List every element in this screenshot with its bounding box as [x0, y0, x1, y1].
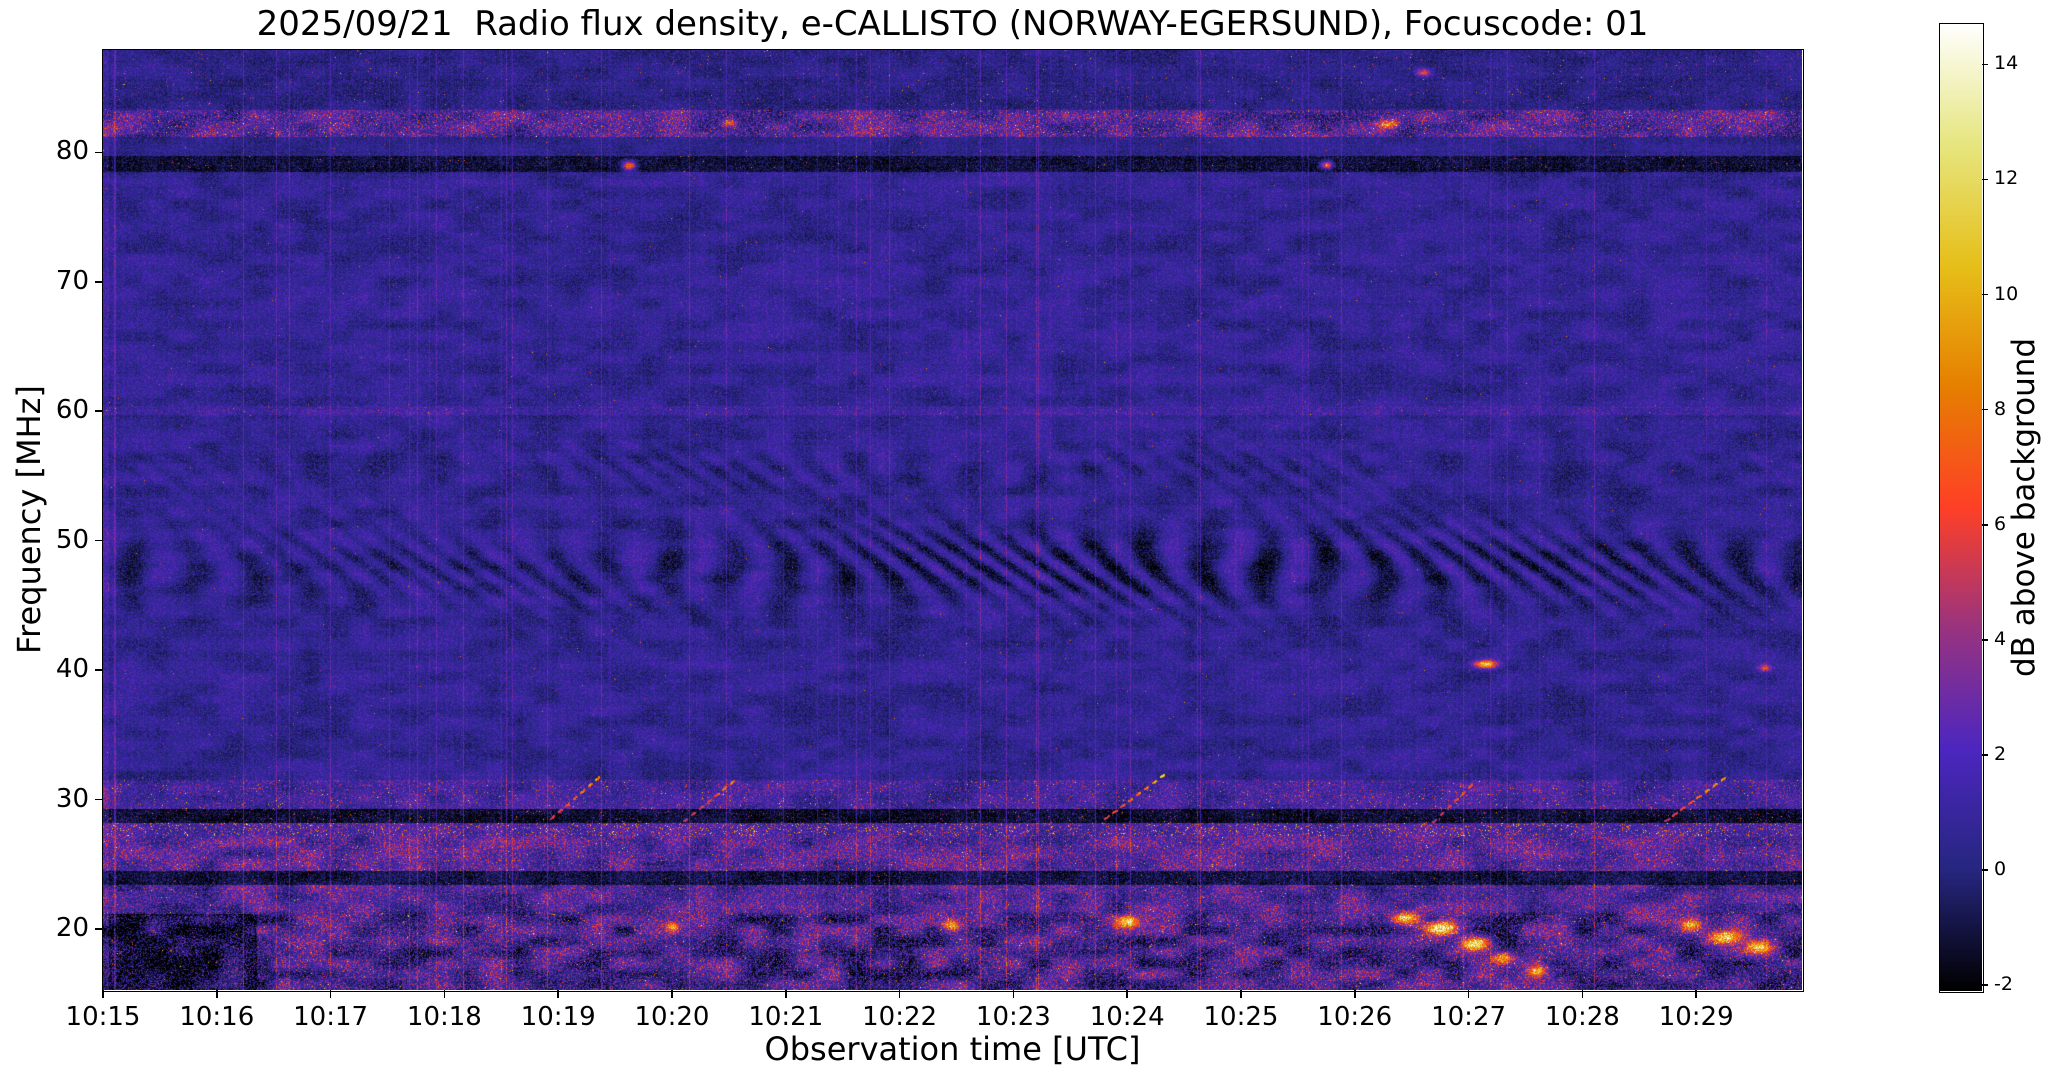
y-tick-label: 30	[55, 783, 89, 814]
colorbar-tick-label: 0	[1994, 858, 2007, 881]
x-tick-label: 10:17	[293, 1002, 369, 1032]
x-tick-label: 10:18	[406, 1002, 482, 1032]
spectrogram-canvas	[103, 50, 1802, 990]
colorbar-tick-mark	[1982, 869, 1988, 871]
x-axis-label: Observation time [UTC]	[764, 1030, 1141, 1068]
y-tick-mark	[95, 151, 103, 154]
x-tick-mark	[671, 990, 673, 998]
x-tick-mark	[443, 990, 446, 998]
x-tick-mark	[557, 990, 559, 998]
y-tick-label: 60	[55, 395, 89, 426]
x-tick-mark	[102, 990, 104, 998]
y-tick-mark	[95, 281, 103, 283]
y-tick-mark	[95, 539, 103, 542]
x-tick-mark	[1581, 990, 1584, 998]
colorbar-tick-mark	[1982, 178, 1988, 181]
y-tick-label: 70	[55, 265, 89, 296]
y-tick-mark	[95, 410, 103, 412]
colorbar-tick-mark	[1982, 639, 1988, 641]
y-axis-label: Frequency [MHz]	[10, 385, 48, 655]
x-tick-label: 10:25	[1203, 1002, 1279, 1032]
colorbar-tick-mark	[1982, 524, 1988, 526]
colorbar-tick-label: -2	[1994, 973, 2013, 996]
colorbar-tick-label: 12	[1994, 167, 2019, 190]
x-tick-label: 10:20	[634, 1002, 710, 1032]
x-tick-label: 10:23	[975, 1002, 1051, 1032]
y-tick-mark	[95, 669, 103, 671]
colorbar-tick-label: 6	[1994, 512, 2007, 535]
x-tick-label: 10:22	[862, 1002, 938, 1032]
colorbar-canvas	[1940, 24, 1982, 991]
x-tick-mark	[1695, 990, 1697, 998]
x-tick-mark	[1354, 990, 1356, 998]
colorbar-tick-mark	[1982, 408, 1988, 411]
colorbar-tick-label: 10	[1994, 282, 2019, 305]
x-tick-label: 10:15	[65, 1002, 141, 1032]
colorbar-tick-label: 2	[1994, 743, 2007, 765]
x-tick-mark	[216, 990, 218, 998]
x-tick-label: 10:24	[1089, 1002, 1165, 1032]
x-tick-mark	[1012, 990, 1015, 998]
y-tick-label: 50	[55, 524, 89, 555]
x-tick-mark	[329, 990, 332, 998]
colorbar-tick-mark	[1982, 754, 1988, 756]
x-tick-mark	[785, 990, 787, 998]
colorbar-label: dB above background	[2006, 337, 2042, 678]
colorbar-tick-mark	[1982, 63, 1988, 66]
x-tick-mark	[1467, 990, 1470, 998]
x-tick-label: 10:21	[748, 1002, 824, 1032]
y-tick-label: 80	[55, 136, 89, 167]
x-tick-label: 10:16	[179, 1002, 255, 1032]
colorbar-tick-label: 4	[1994, 627, 2007, 650]
colorbar-tick-label: 14	[1994, 52, 2019, 75]
x-tick-label: 10:29	[1658, 1002, 1734, 1032]
x-tick-mark	[1240, 990, 1242, 998]
colorbar-tick-mark	[1982, 293, 1988, 296]
colorbar-tick-label: 8	[1994, 397, 2007, 420]
x-tick-label: 10:28	[1544, 1002, 1620, 1032]
y-tick-mark	[95, 928, 103, 930]
chart-title: 2025/09/21 Radio flux density, e-CALLIST…	[256, 4, 1649, 44]
x-tick-mark	[898, 990, 901, 998]
x-tick-label: 10:26	[1317, 1002, 1393, 1032]
colorbar-tick-mark	[1982, 984, 1988, 986]
y-tick-label: 20	[55, 913, 89, 944]
y-tick-mark	[95, 798, 103, 801]
x-tick-label: 10:19	[520, 1002, 596, 1032]
x-tick-mark	[1126, 990, 1128, 998]
y-tick-label: 40	[55, 654, 89, 685]
x-tick-label: 10:27	[1431, 1002, 1507, 1032]
